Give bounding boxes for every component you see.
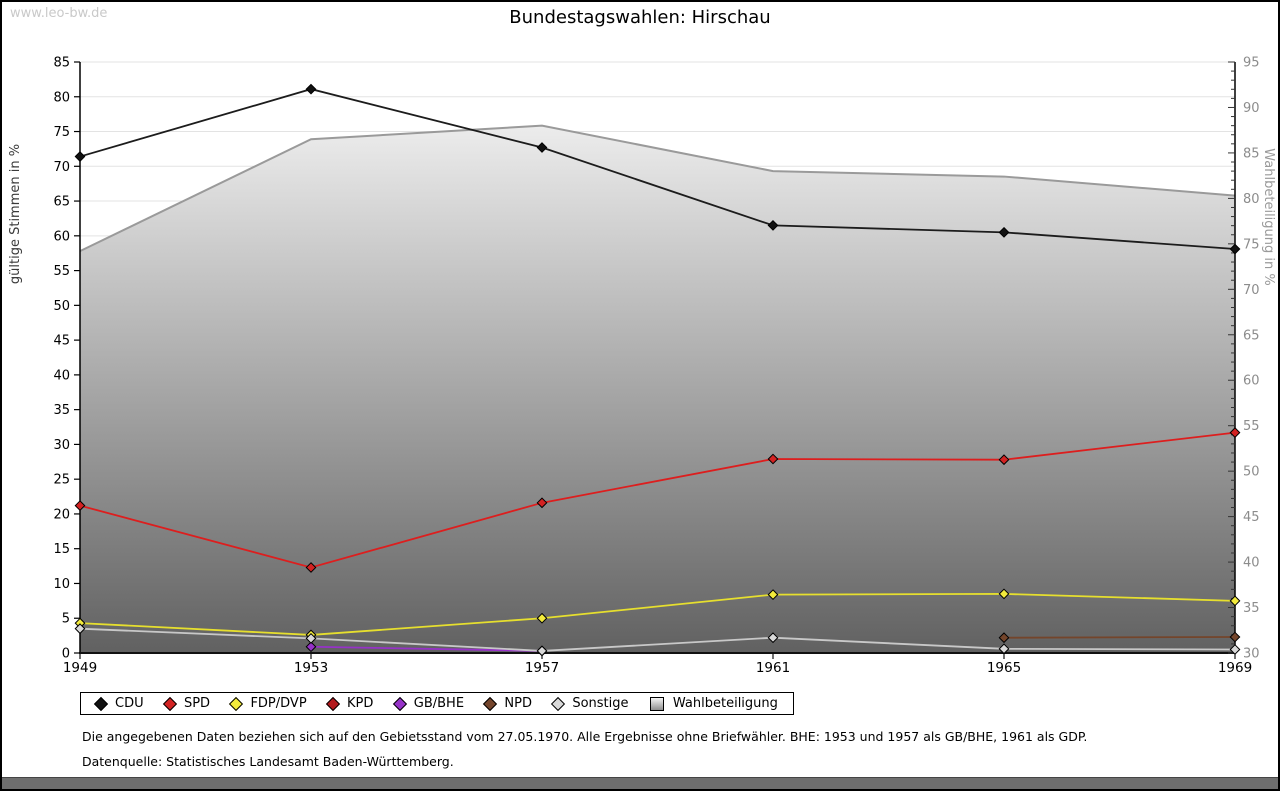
svg-text:45: 45 <box>1243 510 1260 525</box>
svg-text:85: 85 <box>1243 146 1260 161</box>
legend-item-sonstige: Sonstige <box>551 696 629 711</box>
svg-text:80: 80 <box>53 90 70 105</box>
footnote-2: Datenquelle: Statistisches Landesamt Bad… <box>82 754 454 769</box>
legend-label: SPD <box>183 696 211 711</box>
svg-text:80: 80 <box>1243 192 1260 207</box>
svg-text:55: 55 <box>1243 419 1260 434</box>
series-npd <box>998 631 1241 644</box>
svg-text:95: 95 <box>1243 56 1260 71</box>
svg-text:50: 50 <box>1243 465 1260 480</box>
svg-text:1949: 1949 <box>63 660 97 676</box>
legend-item-wahlbeteiligung: Wahlbeteiligung <box>649 696 778 711</box>
series-cdu <box>74 83 1241 255</box>
svg-text:20: 20 <box>53 507 70 522</box>
svg-text:1961: 1961 <box>756 660 790 676</box>
legend-diamond-swatch <box>162 696 178 711</box>
svg-text:75: 75 <box>1243 237 1260 252</box>
svg-text:90: 90 <box>1243 101 1260 116</box>
series-sonstige <box>74 623 1241 657</box>
legend-label: Sonstige <box>572 696 629 711</box>
svg-text:30: 30 <box>53 438 70 453</box>
svg-text:85: 85 <box>53 56 70 71</box>
legend-item-cdu: CDU <box>93 696 144 711</box>
right-axis-title: Wahlbeteiligung in % <box>1261 148 1276 285</box>
svg-text:25: 25 <box>53 473 70 488</box>
svg-text:50: 50 <box>53 299 70 314</box>
svg-text:1969: 1969 <box>1218 660 1252 676</box>
legend-diamond-swatch <box>229 696 244 711</box>
svg-text:35: 35 <box>1243 601 1260 616</box>
legend-label: Wahlbeteiligung <box>672 696 778 711</box>
svg-text:35: 35 <box>53 403 70 418</box>
svg-text:70: 70 <box>53 160 70 175</box>
legend-label: GB/BHE <box>413 696 465 711</box>
svg-text:70: 70 <box>1243 283 1260 298</box>
svg-text:1957: 1957 <box>525 660 559 676</box>
svg-text:75: 75 <box>53 125 70 140</box>
svg-text:1965: 1965 <box>987 660 1021 676</box>
svg-text:45: 45 <box>53 334 70 349</box>
legend-label: NPD <box>504 696 532 711</box>
legend-item-fdp-dvp: FDP/DVP <box>229 696 307 711</box>
legend-diamond-swatch <box>392 696 407 711</box>
legend-diamond-swatch <box>483 696 498 711</box>
legend: CDU SPD FDP/DVP KPD GB/BHE NPD Sonstige Wahlbet… <box>80 692 794 715</box>
turnout-area <box>79 124 1236 653</box>
svg-text:60: 60 <box>53 229 70 244</box>
legend-diamond-swatch <box>551 696 566 711</box>
svg-text:5: 5 <box>62 612 70 627</box>
svg-text:65: 65 <box>1243 328 1260 343</box>
page-title: Bundestagswahlen: Hirschau <box>509 7 771 28</box>
series-spd <box>74 427 1241 573</box>
legend-item-gb-bhe: GB/BHE <box>392 696 465 711</box>
svg-text:60: 60 <box>1243 374 1260 389</box>
svg-text:1953: 1953 <box>294 660 328 676</box>
bottom-bar <box>2 777 1278 789</box>
legend-item-spd: SPD <box>162 696 211 711</box>
legend-square-swatch <box>649 696 664 711</box>
svg-text:10: 10 <box>53 577 70 592</box>
axes: 0 5 10 15 20 25 30 35 40 45 50 55 60 65 70 75 80 85 30 35 40… <box>8 56 1276 677</box>
legend-label: CDU <box>115 696 144 711</box>
legend-diamond-swatch <box>325 696 341 711</box>
left-axis-title: gültige Stimmen in % <box>8 144 23 284</box>
footnote-1: Die angegebenen Daten beziehen sich auf … <box>82 729 1088 744</box>
svg-text:40: 40 <box>1243 556 1260 571</box>
svg-text:0: 0 <box>62 647 70 662</box>
svg-text:40: 40 <box>53 368 70 383</box>
svg-text:55: 55 <box>53 264 70 279</box>
legend-item-npd: NPD <box>483 696 532 711</box>
svg-text:15: 15 <box>53 542 70 557</box>
legend-item-kpd: KPD <box>325 696 374 711</box>
svg-text:65: 65 <box>53 195 70 210</box>
legend-label: FDP/DVP <box>250 696 307 711</box>
watermark: www.leo-bw.de <box>10 6 108 21</box>
legend-label: KPD <box>347 696 374 711</box>
svg-text:30: 30 <box>1243 647 1260 662</box>
legend-diamond-swatch <box>93 696 109 711</box>
